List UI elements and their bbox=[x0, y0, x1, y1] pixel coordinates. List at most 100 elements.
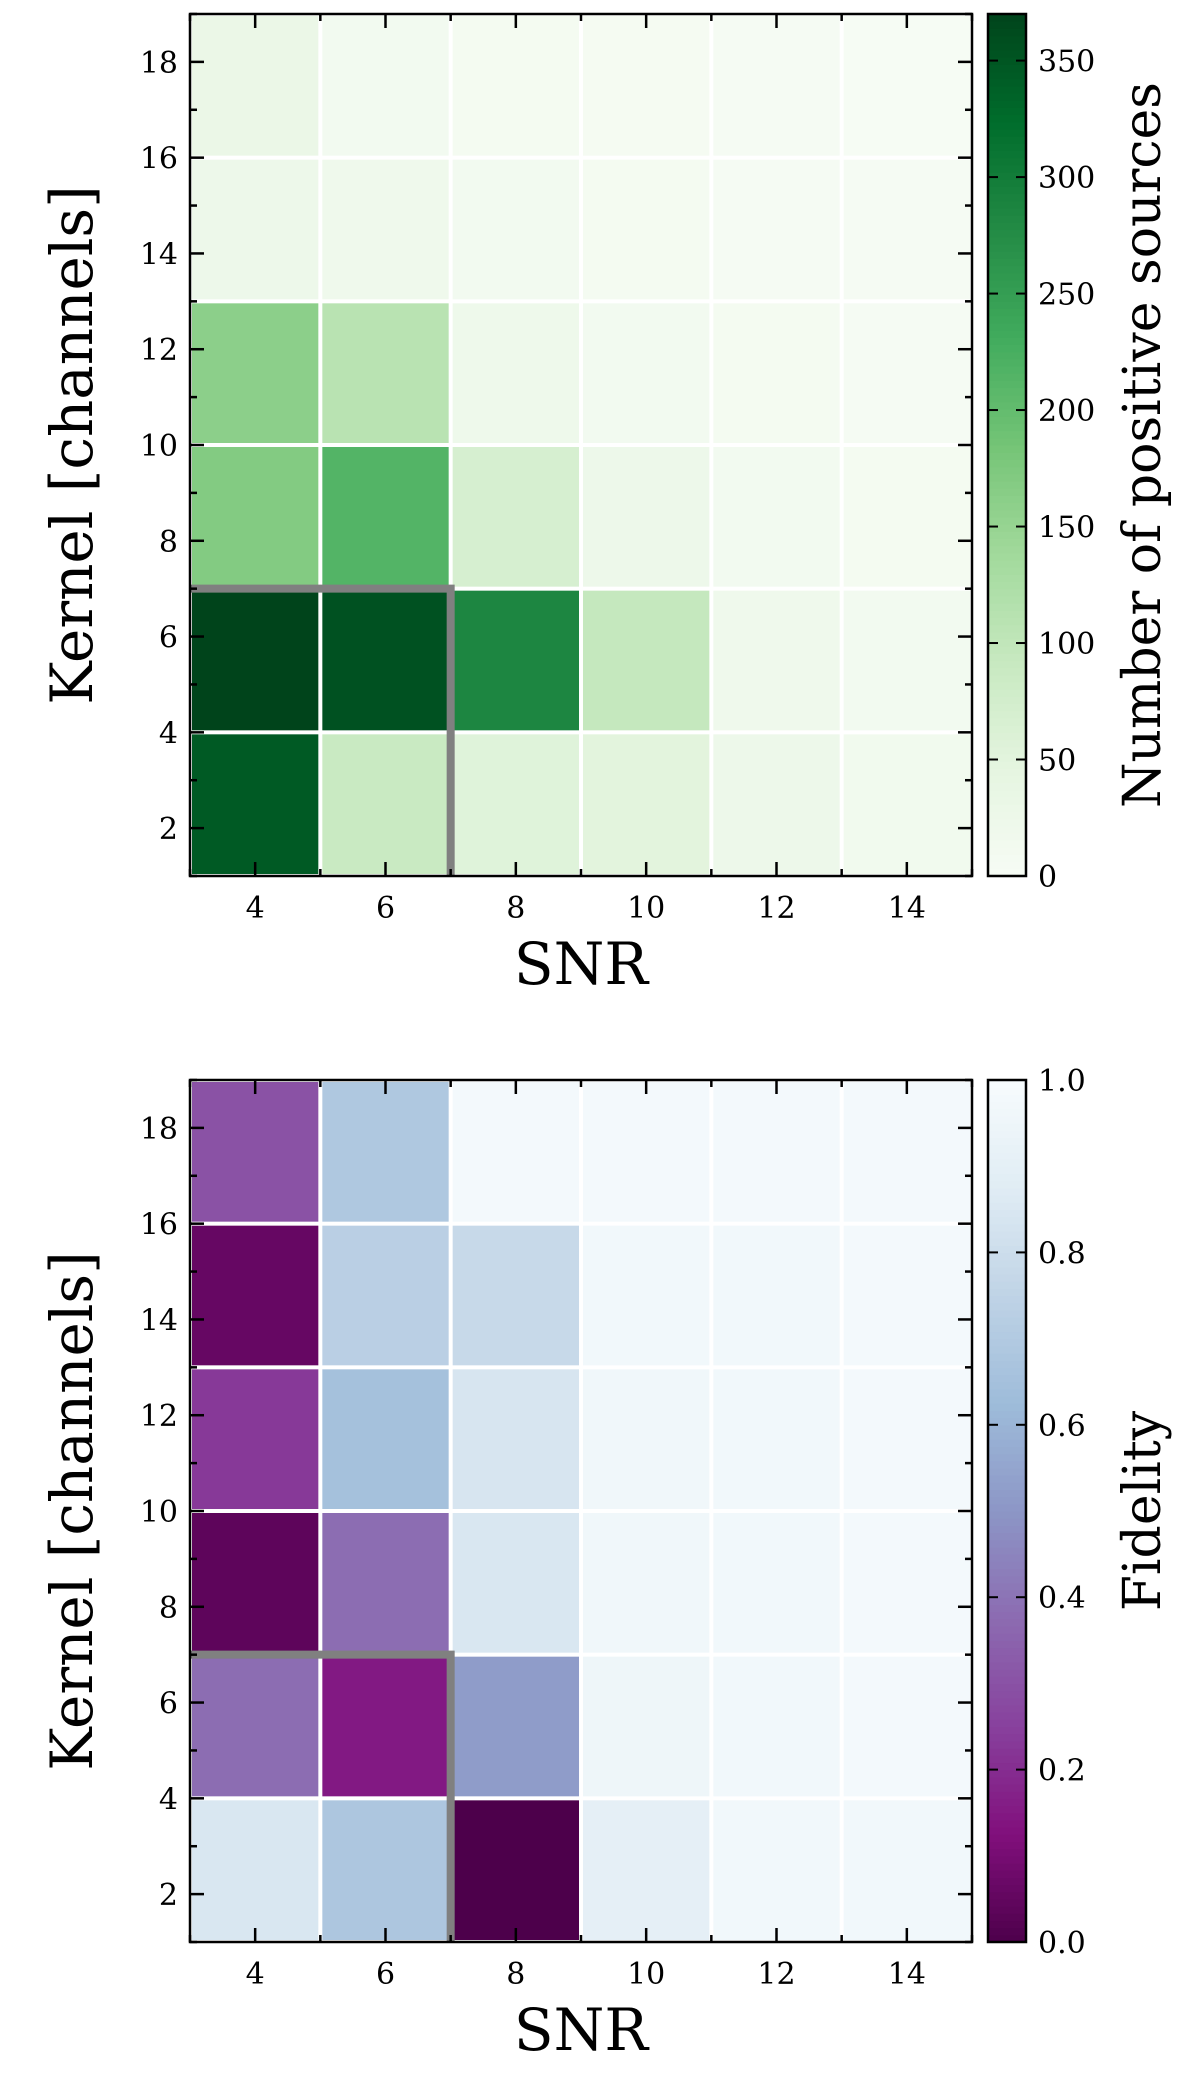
heatmap-cell bbox=[192, 1513, 319, 1653]
colorbar-segment bbox=[988, 552, 1026, 561]
heatmap-cell bbox=[843, 734, 970, 874]
colorbar-segment bbox=[988, 1230, 1026, 1239]
colorbar-segment bbox=[988, 1503, 1026, 1512]
colorbar-segment bbox=[988, 1080, 1026, 1088]
colorbar-segment bbox=[988, 660, 1026, 669]
colorbar-segment bbox=[988, 674, 1026, 683]
colorbar-segment bbox=[988, 243, 1026, 252]
colorbar-segment bbox=[988, 35, 1026, 44]
colorbar-segment bbox=[988, 1611, 1026, 1620]
colorbar-segment bbox=[988, 1640, 1026, 1649]
heatmap-cell bbox=[192, 159, 319, 300]
heatmap-cell bbox=[322, 1656, 449, 1797]
colorbar-segment bbox=[988, 804, 1026, 812]
colorbar-segment bbox=[988, 1367, 1026, 1376]
colorbar-segment bbox=[988, 164, 1026, 173]
y-tick-label: 10 bbox=[140, 429, 178, 464]
colorbar-segment bbox=[988, 430, 1026, 439]
colorbar-segment bbox=[988, 1108, 1026, 1117]
colorbar-segment bbox=[988, 1604, 1026, 1613]
colorbar-segment bbox=[988, 768, 1026, 777]
colorbar-segment bbox=[988, 150, 1026, 159]
plot-area bbox=[190, 1080, 972, 1942]
heatmap-cell bbox=[322, 16, 449, 156]
colorbar-segment bbox=[988, 1302, 1026, 1311]
heatmap-cell bbox=[843, 1225, 970, 1366]
colorbar-segment bbox=[988, 1388, 1026, 1397]
colorbar-segment bbox=[988, 689, 1026, 698]
heatmap-cell bbox=[322, 303, 449, 443]
heatmap-cell bbox=[583, 590, 710, 731]
y-tick-label: 12 bbox=[140, 1399, 178, 1434]
colorbar-segment bbox=[988, 789, 1026, 798]
colorbar-segment bbox=[988, 64, 1026, 73]
colorbar-segment bbox=[988, 1345, 1026, 1354]
colorbar-segment bbox=[988, 1697, 1026, 1706]
colorbar-tick-label: 0.6 bbox=[1038, 1409, 1086, 1444]
colorbar-segment bbox=[988, 100, 1026, 108]
colorbar-segment bbox=[988, 1798, 1026, 1807]
colorbar-segment bbox=[988, 265, 1026, 274]
heatmap-cell bbox=[322, 447, 449, 587]
heatmap-cell bbox=[452, 16, 579, 156]
colorbar-segment bbox=[988, 387, 1026, 396]
y-tick-label: 18 bbox=[140, 1112, 178, 1147]
colorbar-segment bbox=[988, 545, 1026, 554]
x-axis-label: SNR bbox=[514, 930, 650, 998]
colorbar-segment bbox=[988, 286, 1026, 295]
colorbar-segment bbox=[988, 574, 1026, 583]
colorbar-segment bbox=[988, 1273, 1026, 1282]
colorbar-segment bbox=[988, 603, 1026, 611]
colorbar-segment bbox=[988, 1920, 1026, 1929]
colorbar-segment bbox=[988, 1087, 1026, 1095]
colorbar-segment bbox=[988, 1625, 1026, 1634]
colorbar-segment bbox=[988, 796, 1026, 805]
colorbar-segment bbox=[988, 1281, 1026, 1289]
colorbar-segment bbox=[988, 1906, 1026, 1914]
colorbar-segment bbox=[988, 1676, 1026, 1684]
heatmap-cell bbox=[452, 1513, 579, 1653]
colorbar-segment bbox=[988, 229, 1026, 238]
colorbar-segment bbox=[988, 93, 1026, 101]
colorbar-segment bbox=[988, 1848, 1026, 1857]
colorbar-segment bbox=[988, 624, 1026, 633]
colorbar-tick-label: 0.8 bbox=[1038, 1236, 1086, 1271]
colorbar-segment bbox=[988, 653, 1026, 662]
colorbar-segment bbox=[988, 524, 1026, 532]
colorbar-segment bbox=[988, 294, 1026, 302]
colorbar-segment bbox=[988, 559, 1026, 568]
heatmap-cell bbox=[322, 734, 449, 874]
heatmap-cell bbox=[452, 447, 579, 587]
colorbar-segment bbox=[988, 502, 1026, 511]
selection-box bbox=[190, 1650, 455, 1942]
y-tick-label: 2 bbox=[159, 1878, 178, 1913]
heatmap-cell bbox=[192, 303, 319, 443]
colorbar-segment bbox=[988, 610, 1026, 618]
colorbar-segment bbox=[988, 344, 1026, 353]
colorbar-segment bbox=[988, 279, 1026, 288]
colorbar-label: Number of positive sources bbox=[1113, 82, 1173, 808]
colorbar-segment bbox=[988, 459, 1026, 468]
colorbar-segment bbox=[988, 567, 1026, 575]
heatmap-cell bbox=[583, 1369, 710, 1509]
heatmap-cell bbox=[192, 734, 319, 874]
heatmap-cell bbox=[713, 1656, 840, 1797]
colorbar-segment bbox=[988, 646, 1026, 654]
colorbar-segment bbox=[988, 1891, 1026, 1900]
colorbar-segment bbox=[988, 1762, 1026, 1771]
colorbar-tick-label: 1.0 bbox=[1038, 1064, 1086, 1099]
colorbar-segment bbox=[988, 1317, 1026, 1325]
colorbar-segment bbox=[988, 1748, 1026, 1756]
colorbar-segment bbox=[988, 57, 1026, 65]
colorbar-segment bbox=[988, 595, 1026, 604]
heatmap-cell bbox=[843, 1800, 970, 1940]
x-tick-label: 4 bbox=[246, 891, 265, 926]
x-tick-label: 12 bbox=[757, 891, 795, 926]
colorbar: 0 50 100 150 200 250 300 350 Number of positive … bbox=[986, 12, 1173, 895]
colorbar-segment bbox=[988, 1123, 1026, 1131]
colorbar-segment bbox=[988, 28, 1026, 37]
y-tick-label: 6 bbox=[159, 621, 178, 656]
colorbar-segment bbox=[988, 495, 1026, 504]
colorbar-segment bbox=[988, 251, 1026, 259]
heatmap-cell bbox=[452, 1800, 579, 1940]
